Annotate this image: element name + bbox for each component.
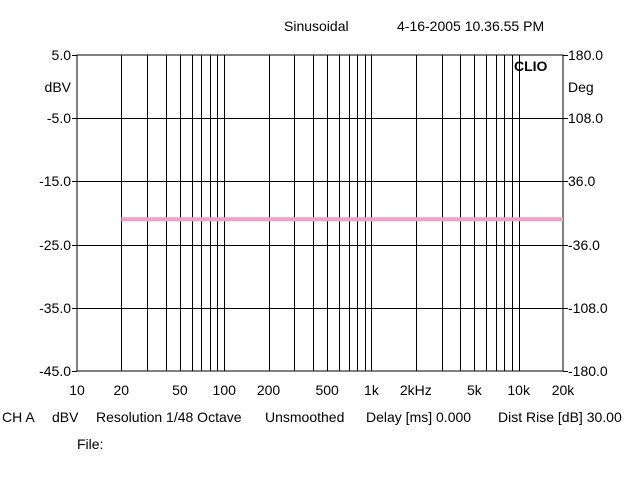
x-tick-label: 100 (212, 382, 236, 398)
left-tick-label: -5.0 (46, 110, 71, 127)
x-tick-label: 50 (172, 382, 188, 398)
right-tick-label: 180.0 (568, 47, 604, 63)
right-tick-label: -36.0 (568, 236, 600, 253)
x-tick-label: 10k (507, 382, 530, 398)
horizontal-grid (72, 55, 568, 372)
dist-rise-label: Dist Rise [dB] 30.00 (498, 409, 622, 425)
x-tick-label: 500 (315, 382, 339, 398)
left-tick-label: -15.0 (39, 173, 71, 190)
file-label: File: (77, 436, 104, 452)
left-axis-label: dBV (44, 79, 71, 95)
timestamp: 4-16-2005 10.36.55 PM (397, 18, 545, 34)
right-tick-label: -108.0 (568, 299, 608, 316)
clio-logo: CLIO (514, 58, 548, 74)
x-tick-label: 5k (466, 382, 482, 398)
channel-label: CH A (2, 409, 35, 425)
x-tick-label: 2kHz (399, 382, 432, 398)
right-tick-label: 108.0 (568, 110, 604, 127)
vertical-grid (121, 55, 520, 371)
smoothing-label: Unsmoothed (265, 409, 345, 425)
x-tick-label: 20k (551, 382, 575, 398)
left-tick-label: -35.0 (39, 299, 71, 316)
unit-label: dBV (52, 409, 79, 425)
x-tick-label: 20 (113, 382, 130, 398)
measurement-mode: Sinusoidal (284, 18, 349, 34)
left-tick-label: -45.0 (39, 363, 71, 379)
right-tick-label: 36.0 (568, 173, 596, 190)
resolution-label: Resolution 1/48 Octave (96, 409, 242, 425)
x-tick-label: 1k (364, 382, 379, 398)
left-tick-label: 5.0 (51, 47, 71, 63)
x-tick-label: 10 (69, 382, 85, 398)
right-tick-label: -180.0 (568, 363, 608, 379)
right-axis-label: Deg (568, 79, 594, 95)
delay-label: Delay [ms] 0.000 (366, 409, 472, 425)
plot-frame (76, 54, 564, 372)
left-tick-label: -25.0 (39, 236, 71, 253)
x-tick-label: 200 (256, 382, 281, 398)
